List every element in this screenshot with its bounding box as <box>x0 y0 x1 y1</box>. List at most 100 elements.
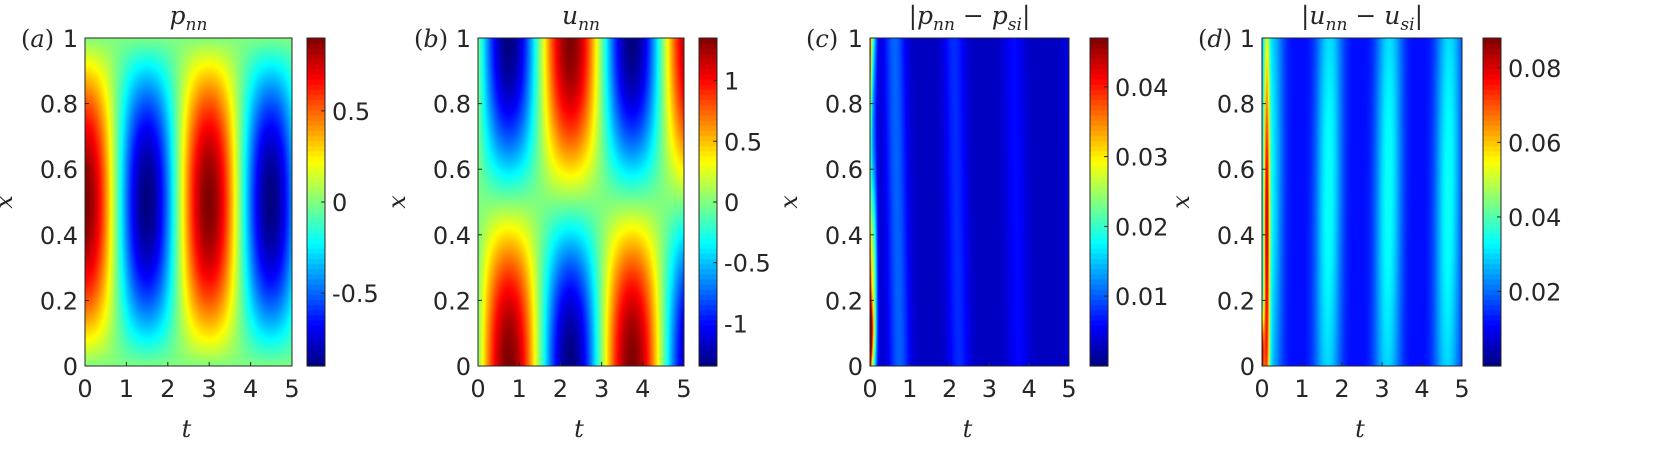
colorbar-segment <box>307 325 325 331</box>
colorbar-segment <box>699 68 717 75</box>
colorbar-segment <box>1090 43 1108 49</box>
colorbar-segment <box>1090 94 1108 101</box>
y-tick-label: 0.4 <box>825 222 863 250</box>
colorbar-segment <box>1090 68 1108 75</box>
colorbar-segment <box>1090 58 1108 65</box>
colorbar-segment <box>1483 299 1501 306</box>
axes-frame <box>477 37 685 367</box>
colorbar-segment <box>1090 79 1108 85</box>
colorbar-segment <box>307 345 325 352</box>
colorbar-segment <box>307 227 325 234</box>
colorbar-segment <box>307 68 325 75</box>
panel-label: (c) <box>806 25 838 53</box>
colorbar-segment <box>1483 104 1501 111</box>
colorbar-segment <box>307 166 325 172</box>
x-axis-label: t <box>574 415 584 443</box>
colorbar-segment <box>1090 314 1108 321</box>
colorbar-segment <box>1090 325 1108 331</box>
y-tick-label: 0.4 <box>40 222 78 250</box>
colorbar-segment <box>1090 120 1108 126</box>
colorbar-segment <box>1483 237 1501 244</box>
colorbar-segment <box>699 232 717 239</box>
y-tick-label: 0.8 <box>433 91 471 119</box>
colorbar-segment <box>307 130 325 136</box>
colorbar-segment <box>1090 335 1108 341</box>
colorbar-segment <box>1090 73 1108 80</box>
x-tick-label: 4 <box>635 375 650 403</box>
colorbar-segment <box>1090 289 1108 295</box>
colorbar-segment <box>1483 202 1501 208</box>
colorbar-segment <box>1483 253 1501 259</box>
y-axis-label: x <box>0 195 18 209</box>
colorbar-tick-label: 0.04 <box>1508 204 1561 232</box>
colorbar-segment <box>1483 63 1501 70</box>
colorbar-segment <box>307 268 325 275</box>
colorbar-segment <box>307 304 325 311</box>
colorbar-segment <box>699 335 717 341</box>
y-tick-label: 1 <box>63 25 78 53</box>
colorbar-segment <box>1483 171 1501 177</box>
panel-label: (d) <box>1198 25 1232 53</box>
panel-title: |pnn − psi| <box>909 1 1031 35</box>
colorbar-segment <box>1090 355 1108 362</box>
y-tick-label: 0 <box>848 353 863 381</box>
x-tick-label: 2 <box>160 375 175 403</box>
axes-frame <box>1261 37 1463 367</box>
colorbar-segment <box>699 273 717 280</box>
y-axis-label: x <box>1167 195 1195 209</box>
colorbar-segment <box>307 58 325 65</box>
colorbar-segment <box>699 330 717 336</box>
colorbar-segment <box>699 237 717 244</box>
panel-label: (a) <box>21 25 54 53</box>
colorbar-segment <box>699 196 717 203</box>
colorbar-segment <box>1090 273 1108 280</box>
panel-label: (b) <box>414 25 448 53</box>
colorbar-segment <box>1090 345 1108 352</box>
colorbar-segment <box>307 319 325 326</box>
colorbar-segment <box>307 155 325 162</box>
colorbar-segment <box>307 248 325 254</box>
colorbar-segment <box>1090 263 1108 270</box>
colorbar-segment <box>1090 161 1108 167</box>
colorbar-segment <box>307 99 325 106</box>
y-tick-label: 0.8 <box>1217 91 1255 119</box>
colorbar-segment <box>699 114 717 121</box>
axes-frame <box>869 37 1070 367</box>
colorbar-tick-label: 0.04 <box>1115 74 1168 102</box>
colorbar-segment <box>1483 68 1501 75</box>
colorbar-segment <box>307 79 325 85</box>
colorbar-segment <box>1090 304 1108 311</box>
colorbar-segment <box>307 89 325 95</box>
colorbar-segment <box>1483 304 1501 311</box>
colorbar-segment <box>307 104 325 111</box>
colorbar-segment <box>1090 89 1108 95</box>
y-tick-label: 0.6 <box>1217 156 1255 184</box>
colorbar-segment <box>307 360 325 367</box>
colorbar-segment <box>1483 268 1501 275</box>
colorbar-segment <box>699 145 717 152</box>
y-tick-label: 1 <box>848 25 863 53</box>
colorbar-segment <box>1483 284 1501 290</box>
colorbar-segment <box>307 314 325 321</box>
colorbar-segment <box>1090 84 1108 90</box>
colorbar-segment <box>1483 345 1501 352</box>
colorbar-segment <box>1483 294 1501 300</box>
y-axis-label: x <box>775 195 803 209</box>
colorbar-segment <box>1090 99 1108 106</box>
colorbar-segment <box>1090 243 1108 249</box>
colorbar-segment <box>1090 109 1108 116</box>
colorbar-segment <box>699 340 717 347</box>
colorbar-segment <box>1090 222 1108 229</box>
colorbar-segment <box>1090 150 1108 157</box>
y-tick-label: 0 <box>456 353 471 381</box>
colorbar-segment <box>1090 207 1108 213</box>
colorbar-segment <box>699 176 717 183</box>
colorbar-segment <box>1483 79 1501 85</box>
colorbar-segment <box>1090 253 1108 259</box>
colorbar-segment <box>307 120 325 126</box>
colorbar-segment <box>1483 360 1501 367</box>
colorbar <box>1482 37 1502 367</box>
colorbar-segment <box>1483 150 1501 157</box>
colorbar-segment <box>699 130 717 136</box>
colorbar-tick-label: 0.06 <box>1508 129 1561 157</box>
